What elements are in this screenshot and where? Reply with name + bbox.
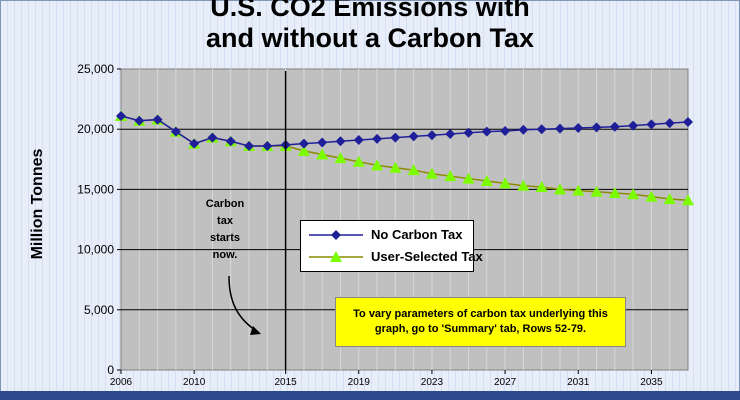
data-point-diamond [116, 110, 126, 121]
data-point-diamond [536, 124, 547, 135]
y-axis-ticks: 0 5,000 10,000 15,000 20,000 25,000 [77, 62, 121, 377]
data-point-diamond [518, 124, 529, 135]
x-tick-label: 2035 [640, 377, 663, 388]
data-point-diamond [591, 122, 602, 133]
data-point-diamond [353, 135, 364, 146]
data-point-triangle [682, 194, 694, 206]
data-point-triangle [462, 172, 475, 184]
data-point-triangle [407, 164, 420, 176]
data-point-diamond [189, 138, 200, 149]
annotation-arrowhead [250, 326, 261, 335]
data-point-triangle [608, 187, 621, 199]
data-point-diamond [408, 131, 419, 142]
data-point-triangle [627, 188, 640, 200]
data-point-diamond [335, 136, 346, 147]
data-point-diamond [298, 138, 309, 149]
y-tick-label: 25,000 [77, 62, 114, 76]
x-axis-ticks: 2006 2010 2015 2019 2023 2027 2031 2035 [110, 370, 663, 388]
x-tick-label: 2023 [421, 377, 444, 388]
data-point-triangle [297, 144, 310, 156]
legend-swatch-no-carbon-tax [309, 230, 363, 240]
series-group [115, 109, 694, 206]
data-point-diamond [554, 123, 565, 134]
data-point-triangle [535, 180, 548, 192]
data-point-triangle [590, 185, 603, 197]
y-tick-label: 20,000 [77, 122, 114, 136]
chart-title: U.S. CO2 Emissions with and without a Ca… [70, 0, 670, 54]
frame-bottom-bar [0, 391, 740, 400]
data-point-diamond [445, 129, 456, 140]
data-point-diamond [207, 132, 218, 143]
data-point-diamond [646, 119, 657, 130]
data-point-triangle [572, 184, 585, 196]
x-tick-label: 2031 [567, 377, 590, 388]
data-point-diamond [481, 126, 492, 137]
x-tick-label: 2015 [274, 377, 297, 388]
series-no-carbon-tax [116, 110, 693, 152]
data-point-triangle [499, 177, 512, 189]
annotation-line: starts [210, 232, 240, 244]
legend-swatch-user-selected-tax [309, 251, 363, 262]
data-point-diamond [317, 137, 328, 148]
data-point-diamond [152, 114, 163, 125]
legend-entry-no-carbon-tax: No Carbon Tax [301, 225, 473, 245]
chart-title-line2: and without a Carbon Tax [205, 23, 534, 53]
data-point-diamond [390, 132, 401, 143]
data-point-diamond [573, 122, 584, 133]
data-point-diamond [262, 141, 273, 152]
data-point-triangle [645, 190, 658, 202]
carbon-tax-annotation: Carbon tax starts now. [205, 196, 245, 264]
data-point-triangle [334, 152, 347, 164]
data-point-triangle [425, 167, 438, 179]
annotation-line: now. [212, 249, 238, 261]
data-point-triangle [663, 193, 676, 205]
legend-label-no-carbon-tax: No Carbon Tax [371, 227, 463, 242]
data-point-diamond [134, 115, 145, 126]
data-point-diamond [426, 130, 437, 141]
data-point-triangle [480, 174, 493, 186]
x-tick-label: 2010 [183, 377, 206, 388]
x-tick-label: 2006 [110, 377, 133, 388]
legend: No Carbon Tax User-Selected Tax [300, 220, 483, 272]
annotation-line: Carbon [205, 198, 245, 210]
chart-title-line1: U.S. CO2 Emissions with [210, 0, 530, 22]
y-tick-label: 0 [107, 363, 114, 377]
legend-label-user-selected-tax: User-Selected Tax [371, 249, 483, 264]
data-point-diamond [500, 126, 511, 137]
data-point-triangle [517, 179, 530, 191]
data-point-diamond [628, 120, 639, 131]
data-point-triangle [553, 183, 566, 195]
x-tick-label: 2019 [348, 377, 371, 388]
annotation-arrow [228, 275, 259, 333]
data-point-diamond [244, 141, 255, 152]
y-tick-label: 5,000 [84, 303, 114, 317]
callout-note: To vary parameters of carbon tax underly… [335, 297, 626, 347]
data-point-diamond [683, 116, 693, 127]
data-point-triangle [389, 161, 402, 173]
y-tick-label: 10,000 [77, 243, 114, 257]
data-point-diamond [225, 136, 236, 147]
data-point-diamond [609, 121, 620, 132]
data-point-diamond [372, 133, 383, 144]
data-point-diamond [664, 118, 675, 129]
data-point-triangle [352, 155, 365, 167]
legend-entry-user-selected-tax: User-Selected Tax [301, 247, 483, 267]
data-point-diamond [463, 127, 474, 138]
data-point-diamond [170, 126, 181, 137]
x-tick-label: 2027 [494, 377, 517, 388]
data-point-triangle [371, 159, 384, 171]
annotation-line: tax [217, 215, 233, 227]
data-point-triangle [444, 170, 457, 182]
data-point-triangle [316, 148, 329, 160]
y-tick-label: 15,000 [77, 182, 114, 196]
